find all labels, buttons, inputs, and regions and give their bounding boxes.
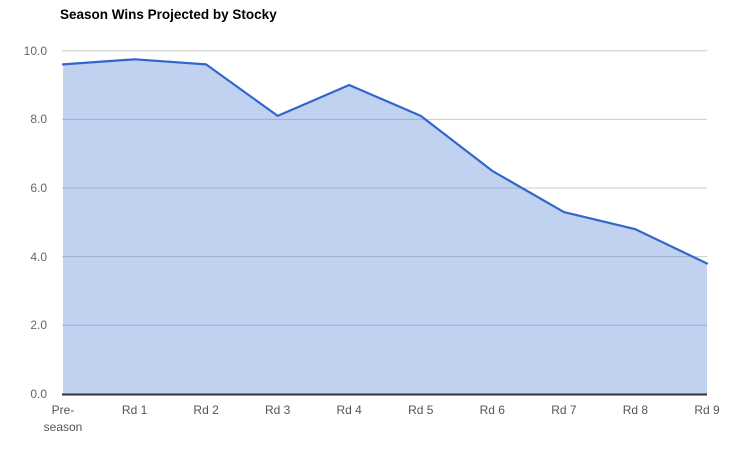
x-axis-label: Rd 8 [622,403,649,417]
x-axis-label: Rd 1 [121,403,148,417]
x-axis-label: Rd 6 [479,403,505,417]
y-axis-label: 8.0 [30,112,47,127]
x-axis-label: Pre-season [43,403,83,434]
y-axis-label: 0.0 [30,387,47,401]
y-axis-label: 2.0 [30,318,47,333]
x-axis-label: Rd 9 [694,403,720,417]
y-axis-label: 6.0 [30,181,47,195]
series-line [61,58,709,265]
chart-title: Season Wins Projected by Stocky [60,7,277,22]
x-axis-label: Rd 4 [336,403,362,417]
y-axis-label: 4.0 [30,249,47,264]
gridlines [62,50,707,326]
area-fill [63,59,707,395]
x-axis-label: Rd 7 [551,403,577,417]
x-axis-label: Rd 3 [265,403,291,417]
x-axis-label: Rd 2 [193,403,219,417]
x-axis-label: Rd 5 [408,403,434,417]
y-axis-label: 10.0 [23,43,47,58]
